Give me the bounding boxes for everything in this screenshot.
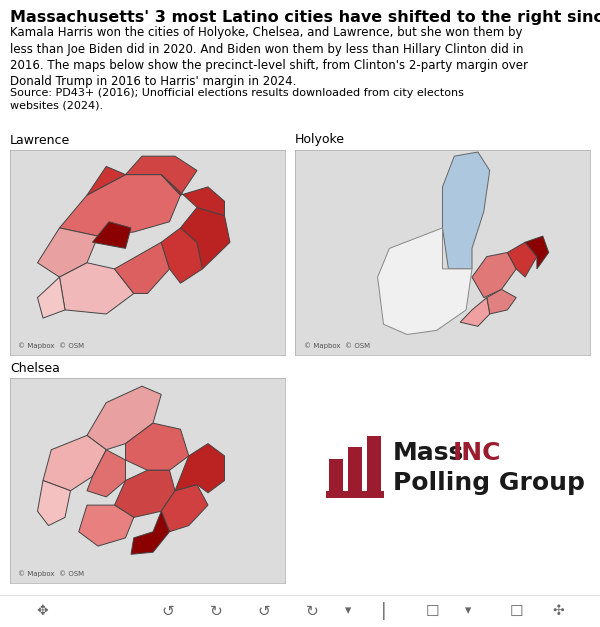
Polygon shape: [92, 222, 131, 248]
Polygon shape: [59, 174, 181, 236]
Text: Polling Group: Polling Group: [393, 471, 585, 495]
Text: ✣: ✣: [552, 604, 564, 618]
Text: ▾: ▾: [345, 604, 351, 618]
Polygon shape: [460, 298, 490, 326]
Polygon shape: [37, 277, 65, 318]
Bar: [326, 491, 384, 498]
Polygon shape: [115, 242, 170, 293]
Text: ↻: ↻: [305, 604, 319, 618]
Polygon shape: [87, 386, 161, 450]
Polygon shape: [487, 290, 516, 314]
Text: ↻: ↻: [209, 604, 223, 618]
Text: Source: PD43+ (2016); Unofficial elections results downloaded from city electons: Source: PD43+ (2016); Unofficial electio…: [10, 88, 464, 111]
Polygon shape: [525, 236, 549, 269]
Polygon shape: [125, 423, 189, 470]
Polygon shape: [87, 166, 125, 195]
Text: © Mapbox  © OSM: © Mapbox © OSM: [18, 570, 85, 577]
Polygon shape: [161, 174, 224, 216]
Polygon shape: [161, 228, 203, 283]
Text: Mass: Mass: [393, 441, 464, 465]
Polygon shape: [37, 480, 71, 525]
Polygon shape: [59, 263, 134, 314]
Text: |: |: [381, 602, 387, 620]
Text: Kamala Harris won the cities of Holyoke, Chelsea, and Lawrence, but she won them: Kamala Harris won the cities of Holyoke,…: [10, 26, 528, 88]
Polygon shape: [508, 242, 537, 277]
Polygon shape: [472, 253, 516, 298]
Text: ↺: ↺: [257, 604, 271, 618]
Polygon shape: [377, 228, 472, 334]
Bar: [367, 436, 381, 491]
Polygon shape: [175, 443, 224, 493]
Text: Lawrence: Lawrence: [10, 134, 70, 147]
Text: ☐: ☐: [509, 604, 523, 618]
Polygon shape: [125, 156, 197, 195]
Text: ▾: ▾: [465, 604, 471, 618]
Text: © Mapbox  © OSM: © Mapbox © OSM: [18, 342, 85, 349]
Text: ↺: ↺: [161, 604, 175, 618]
Text: ☐: ☐: [425, 604, 439, 618]
Polygon shape: [87, 450, 125, 497]
Polygon shape: [161, 485, 208, 532]
Polygon shape: [181, 208, 230, 269]
Text: ✥: ✥: [36, 604, 48, 618]
Polygon shape: [43, 435, 106, 491]
Polygon shape: [79, 505, 134, 546]
Bar: [329, 459, 343, 491]
Text: INC: INC: [453, 441, 502, 465]
Text: Massachusetts' 3 most Latino cities have shifted to the right since 2016.: Massachusetts' 3 most Latino cities have…: [10, 10, 600, 25]
Polygon shape: [37, 228, 98, 277]
Polygon shape: [115, 470, 175, 517]
Polygon shape: [131, 511, 170, 554]
Text: Chelsea: Chelsea: [10, 362, 60, 374]
Text: © Mapbox  © OSM: © Mapbox © OSM: [304, 342, 370, 349]
Polygon shape: [443, 152, 490, 269]
Bar: [348, 447, 362, 491]
Text: Holyoke: Holyoke: [295, 134, 345, 147]
